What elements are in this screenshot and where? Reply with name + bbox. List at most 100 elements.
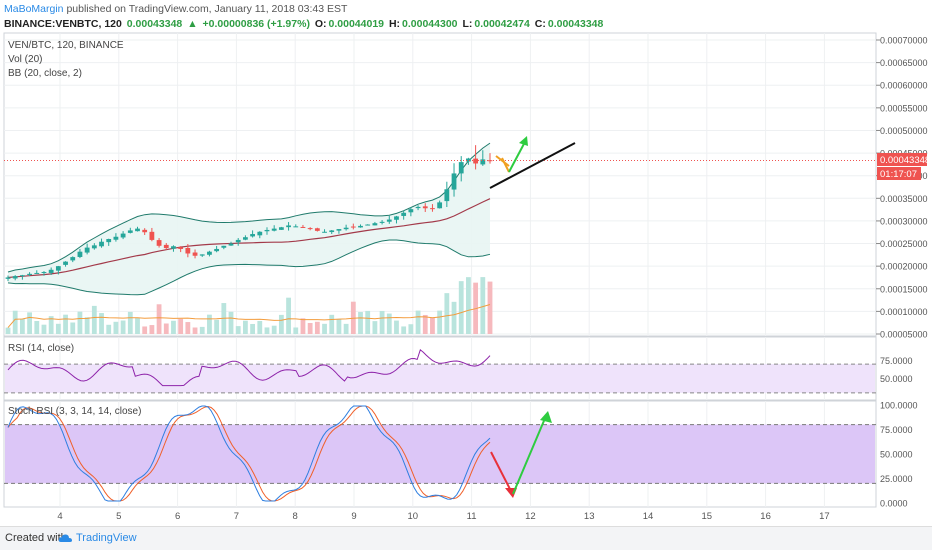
- time-tick-label: 5: [116, 511, 121, 522]
- volume-bar: [207, 314, 212, 334]
- candle-body: [135, 228, 140, 232]
- volume-bar: [199, 326, 205, 334]
- volume-bar: [250, 323, 255, 334]
- volume-bar: [379, 310, 385, 334]
- volume-bar: [271, 325, 277, 334]
- volume-bar: [178, 318, 184, 334]
- up-arrow-line-2: [512, 415, 547, 495]
- bb-lower-line: [7, 239, 491, 296]
- stoch-tick-label: 75.0000: [880, 425, 913, 435]
- candle-body: [322, 231, 327, 233]
- published-text: published on TradingView.com, January 11…: [66, 3, 348, 15]
- stoch-tick-label: 25.0000: [880, 474, 913, 484]
- volume-bar: [243, 320, 248, 334]
- up-arrow-head: [519, 136, 528, 146]
- volume-bar: [113, 321, 119, 334]
- stoch-tick-label: 100.0000: [880, 401, 918, 411]
- price-tick-label: 0.00030000: [880, 216, 928, 226]
- volume-bar: [257, 320, 263, 334]
- candle-body: [329, 230, 335, 233]
- candle-body: [250, 234, 255, 237]
- volume-bar: [487, 281, 493, 334]
- price-tick-label: 0.00035000: [880, 194, 928, 204]
- stoch-lines: [7, 405, 491, 502]
- price-tick-label: 0.00070000: [880, 36, 928, 46]
- volume-bar: [401, 326, 407, 334]
- candle-body: [214, 248, 220, 252]
- time-tick-label: 4: [57, 511, 62, 522]
- stoch-tick-label: 0.0000: [880, 499, 908, 509]
- volume-bar: [358, 312, 363, 334]
- time-badge-bg: [877, 167, 921, 180]
- last-price: 0.00043348: [126, 18, 183, 30]
- candle-body: [163, 244, 169, 249]
- candle-body: [127, 230, 133, 233]
- rsi-tick-label: 50.0000: [880, 374, 913, 384]
- volume-bar: [293, 327, 299, 334]
- candle-body: [257, 231, 263, 236]
- candle-body: [394, 216, 399, 220]
- volume-bar: [163, 323, 169, 334]
- volume-bar: [451, 301, 457, 334]
- volume-bar: [127, 311, 133, 334]
- volume-bar: [171, 320, 176, 334]
- volume-bar: [480, 277, 486, 334]
- volume-bar: [343, 323, 349, 334]
- candle-body: [228, 243, 234, 246]
- high-value: 0.00044300: [402, 18, 458, 30]
- price-tick-label: 0.00055000: [880, 103, 928, 113]
- price-tick-label: 0.00005000: [880, 330, 928, 340]
- candle-body: [34, 272, 40, 274]
- volume-bar: [192, 327, 198, 334]
- volume-ma-line: [7, 304, 491, 328]
- volume-bar: [99, 313, 104, 334]
- projection-stroke: [501, 157, 510, 173]
- volume-bar: [466, 277, 471, 334]
- candle-body: [401, 212, 407, 216]
- candle-body: [77, 251, 83, 257]
- price-tick-label: 0.00065000: [880, 58, 928, 68]
- candle-body: [19, 275, 25, 277]
- volume-bar: [307, 322, 313, 334]
- volume-bar: [430, 317, 435, 334]
- tradingview-link[interactable]: TradingView: [58, 532, 137, 544]
- volume-bar: [336, 319, 342, 334]
- candle-body: [415, 206, 421, 209]
- volume-bar: [422, 314, 428, 334]
- high-label: H:: [388, 18, 401, 30]
- volume-bar: [55, 323, 61, 334]
- cloud-icon: [58, 534, 72, 543]
- candle-body: [350, 226, 356, 228]
- candle-body: [120, 233, 126, 238]
- author-link[interactable]: MaBoMargin: [4, 3, 64, 15]
- candle-body: [12, 276, 18, 279]
- close-label: C:: [534, 18, 546, 30]
- candle-body: [221, 245, 227, 248]
- vol-legend: Vol (20): [8, 54, 42, 65]
- candle-body: [379, 221, 385, 223]
- candles: [5, 145, 493, 282]
- publish-line: MaBoMargin published on TradingView.com,…: [4, 3, 347, 15]
- volume-bar: [444, 293, 450, 334]
- candle-body: [91, 245, 97, 249]
- volume-bar: [19, 318, 25, 334]
- price-tick-label: 0.00025000: [880, 239, 928, 249]
- candle-body: [466, 158, 471, 162]
- volume-bar: [149, 325, 155, 334]
- candle-body: [451, 173, 457, 190]
- price-tick-label: 0.00060000: [880, 81, 928, 91]
- candle-body: [199, 254, 205, 256]
- low-label: L:: [462, 18, 473, 30]
- volume-bar: [120, 320, 126, 334]
- candle-body: [99, 241, 104, 247]
- time-tick-label: 17: [819, 511, 830, 522]
- candle-body: [430, 208, 435, 210]
- candle-body: [372, 223, 378, 226]
- time-tick-label: 12: [525, 511, 536, 522]
- candle-body: [70, 257, 76, 261]
- bb-legend: BB (20, close, 2): [8, 68, 82, 79]
- candle-body: [480, 159, 486, 165]
- volume-bar: [314, 321, 320, 334]
- candle-body: [156, 240, 162, 246]
